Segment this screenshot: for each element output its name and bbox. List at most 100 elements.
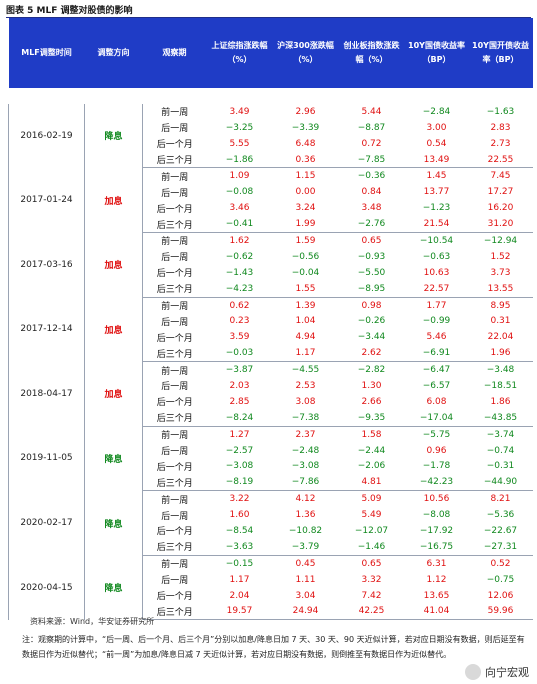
value-cell: 0.98 [361,300,382,311]
value-cell: −5.75 [422,429,451,440]
value-cell: −42.23 [404,474,469,492]
header-cell: 沪深300涨跌幅（%） [272,18,339,88]
period-cell: 后一个月 [156,204,193,215]
table-row: 后一个月 5.55 6.48 0.72 0.54 2.73 [9,136,533,152]
value-cell: 2.83 [490,122,511,133]
value-cell: 1.04 [295,316,316,327]
value-cell: −8.87 [357,122,386,133]
value-cell: 0.65 [361,558,382,569]
table-row: 后一个月 −1.43 −0.04 −5.50 10.63 3.73 [9,265,533,281]
value-cell: 0.65 [361,235,382,246]
value-cell: 3.32 [361,574,382,585]
value-cell: −4.23 [206,280,273,298]
value-cell: 13.77 [423,187,450,198]
adjust-date-cell: 2017-01-24 [8,167,85,233]
value-cell: 5.55 [229,138,250,149]
watermark-text: 向宁宏观 [485,666,529,679]
value-cell: −3.63 [206,538,273,556]
wechat-logo-icon [465,664,481,680]
period-cell: 后一周 [161,317,189,328]
adjust-date-cell: 2017-03-16 [8,232,85,298]
value-cell: 3.24 [295,203,316,214]
period-cell: 后一周 [161,124,189,135]
period-cell: 后一个月 [156,398,193,409]
value-cell: −3.87 [225,365,254,376]
mlf-impact-table: MLF调整时间 调整方向 观察期 上证综指涨跌幅（%） 沪深300涨跌幅（%） … [8,18,533,621]
value-cell: 1.99 [272,216,339,234]
value-cell: 3.22 [229,494,250,505]
table-row: 后一个月 2.04 3.04 7.42 13.65 12.06 [9,588,533,604]
value-cell: −0.04 [291,267,320,278]
adjust-date-cell: 2019-11-05 [8,426,85,491]
direction-cell: 降息 [84,103,143,168]
adjust-date-cell: 2018-04-17 [8,361,85,427]
value-cell: 22.55 [468,151,533,169]
period-cell: 后一周 [161,253,189,264]
value-cell: 0.72 [361,138,382,149]
header-cell: 上证综指涨跌幅（%） [206,18,273,88]
period-cell: 前一周 [161,366,189,377]
value-cell: 13.49 [404,151,469,169]
table-row: 后一周 −0.62 −0.56 −0.93 −0.63 1.52 [9,249,533,265]
period-cell: 前一周 [161,302,189,313]
value-cell: −18.51 [483,380,518,391]
value-cell: −0.08 [225,187,254,198]
period-cell: 后一个月 [156,269,193,280]
period-cell: 后三个月 [142,474,207,492]
table-row: 后三个月 −0.41 1.99 −2.76 21.54 31.20 [9,216,533,234]
title-rule [6,17,531,18]
value-cell: −0.26 [357,316,386,327]
value-cell: 5.49 [361,510,382,521]
value-cell: 2.96 [295,106,316,117]
value-cell: −8.08 [422,510,451,521]
value-cell: −17.04 [404,409,469,427]
value-cell: 7.45 [490,171,511,182]
period-cell: 后三个月 [142,216,207,234]
value-cell: 1.60 [229,510,250,521]
adjust-date-cell: 2020-04-15 [8,555,85,620]
value-cell: 1.36 [295,510,316,521]
period-cell: 后一周 [161,576,189,587]
value-cell: 1.59 [295,235,316,246]
period-cell: 后一个月 [156,527,193,538]
value-cell: −1.78 [422,461,451,472]
value-cell: 1.15 [295,171,316,182]
period-cell: 后三个月 [142,151,207,169]
value-cell: −12.94 [483,235,518,246]
value-cell: 3.59 [229,332,250,343]
adjust-date-cell: 2020-02-17 [8,490,85,556]
value-cell: 2.53 [295,380,316,391]
value-cell: 41.04 [404,603,469,621]
value-cell: 3.46 [229,203,250,214]
value-cell: −1.86 [206,151,273,169]
value-cell: 2.85 [229,396,250,407]
value-cell: 4.12 [295,494,316,505]
table-row: 后三个月 −8.19 −7.86 4.81 −42.23 −44.90 [9,474,533,492]
value-cell: −27.31 [468,538,533,556]
period-cell: 后一个月 [156,140,193,151]
period-cell: 后一周 [161,447,189,458]
value-cell: −7.38 [272,409,339,427]
direction-cell: 降息 [84,426,143,491]
period-cell: 前一周 [161,560,189,571]
table-row: 后三个月 −0.03 1.17 2.62 −6.91 1.96 [9,345,533,363]
table-row: 后三个月 −1.86 0.36 −7.85 13.49 22.55 [9,151,533,169]
value-cell: 0.36 [272,151,339,169]
value-cell: −3.25 [225,122,254,133]
spacer-row [9,88,533,104]
footnote: 注：观察期的计算中，“后一周、后一个月、后三个月”分别以加息/降息日加 7 天、… [22,635,525,659]
value-cell: 3.49 [229,106,250,117]
direction-cell: 加息 [84,232,143,298]
value-cell: 22.04 [487,332,514,343]
value-cell: 3.08 [295,396,316,407]
header-cell: 调整方向 [84,18,143,88]
value-cell: 13.65 [423,590,450,601]
value-cell: 17.27 [487,187,514,198]
table-title: 图表 5 MLF 调整对股债的影响 [6,6,133,16]
value-cell: −3.79 [272,538,339,556]
value-cell: 2.62 [338,345,405,363]
value-cell: −22.67 [483,525,518,536]
value-cell: 59.96 [468,603,533,621]
period-cell: 前一周 [161,172,189,183]
spacer-cell [9,88,533,104]
